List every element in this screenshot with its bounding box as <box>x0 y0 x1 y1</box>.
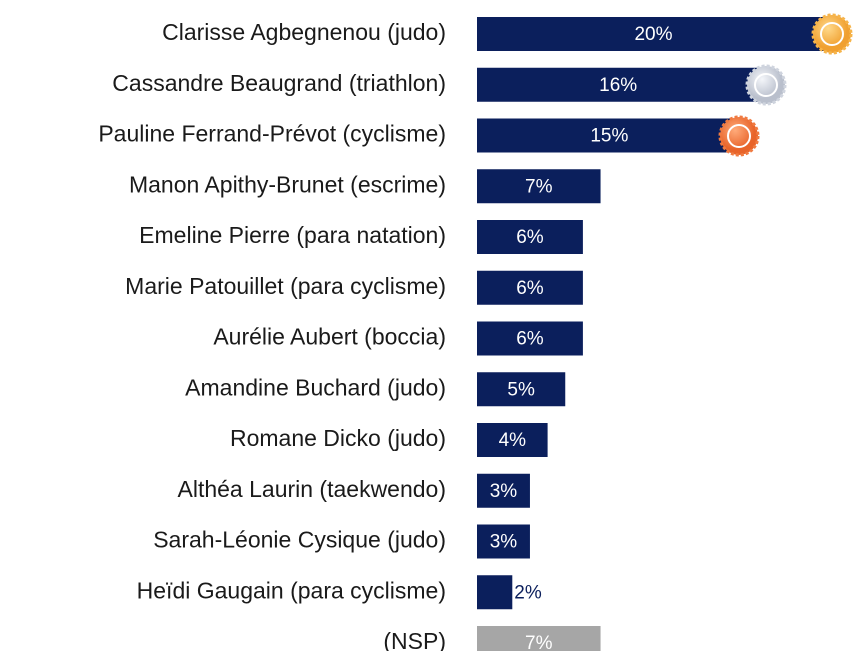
bar <box>477 67 760 102</box>
value-label: 6% <box>516 227 544 248</box>
value-label: 6% <box>516 278 544 299</box>
category-label: Heïdi Gaugain (para cyclisme) <box>137 577 446 603</box>
bar <box>477 423 548 457</box>
category-label: Amandine Buchard (judo) <box>185 374 446 400</box>
bar <box>477 270 583 305</box>
category-label: Marie Patouillet (para cyclisme) <box>125 273 446 299</box>
bar <box>477 473 530 508</box>
category-label: Emeline Pierre (para natation) <box>139 222 446 248</box>
bar <box>477 626 601 651</box>
category-label: (NSP) <box>383 628 446 651</box>
bar <box>477 575 513 610</box>
value-label: 6% <box>516 329 544 350</box>
bar <box>477 524 530 559</box>
gold-medal <box>811 13 853 55</box>
category-label: Manon Apithy-Brunet (escrime) <box>129 171 446 197</box>
value-label: 4% <box>499 430 527 451</box>
value-label: 20% <box>634 24 672 45</box>
bronze-medal <box>718 115 760 157</box>
value-label: 16% <box>599 75 637 96</box>
value-label: 3% <box>490 532 518 553</box>
bar <box>477 372 566 407</box>
value-label: 15% <box>590 126 628 147</box>
category-label: Sarah-Léonie Cysique (judo) <box>153 527 446 553</box>
value-label: 3% <box>490 481 518 502</box>
bar <box>477 17 830 51</box>
category-label: Althéa Laurin (taekwendo) <box>178 476 447 502</box>
category-label: Cassandre Beaugrand (triathlon) <box>112 70 446 96</box>
bar <box>477 220 583 254</box>
value-label: 2% <box>514 582 542 603</box>
category-label: Pauline Ferrand-Prévot (cyclisme) <box>98 121 446 147</box>
bar <box>477 321 583 356</box>
value-label: 5% <box>507 379 535 400</box>
silver-medal <box>745 64 787 106</box>
category-label: Aurélie Aubert (boccia) <box>213 324 446 350</box>
category-label: Clarisse Agbegnenou (judo) <box>162 19 446 45</box>
value-label: 7% <box>525 633 553 651</box>
value-label: 7% <box>525 176 553 197</box>
bar <box>477 118 742 153</box>
category-label: Romane Dicko (judo) <box>230 425 446 451</box>
bar <box>477 169 601 204</box>
